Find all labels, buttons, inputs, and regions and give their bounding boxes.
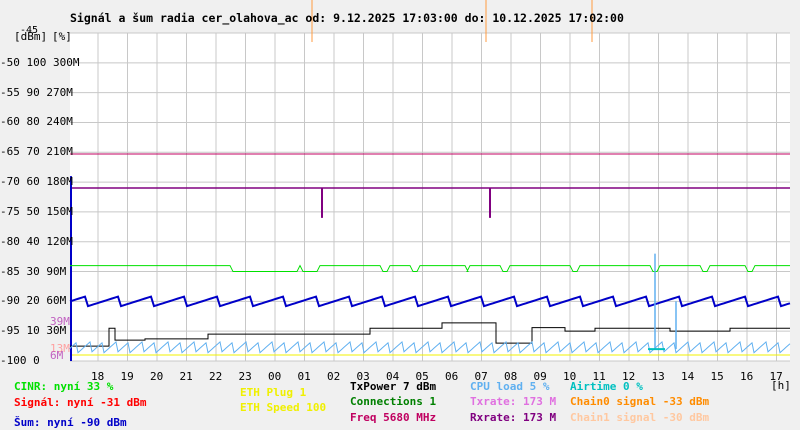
axis-hour-unit: [h] — [771, 379, 791, 392]
x-tick-label: 12 — [622, 370, 636, 383]
y-tick-pct: 50 — [19, 204, 40, 218]
series-txpower — [70, 322, 790, 347]
x-tick-label: 23 — [238, 370, 252, 383]
x-tick-label: 17 — [769, 370, 783, 383]
y-tick-rate: 240M — [39, 115, 73, 129]
axis-dbm-unit: [dBm] — [14, 30, 48, 43]
y-tick-rate: 60M — [39, 294, 67, 308]
plot-area — [70, 33, 790, 361]
legend-noise: Šum: nyní -90 dBm — [14, 416, 127, 429]
x-tick-label: 08 — [504, 370, 518, 383]
legend-txpower: TxPower 7 dBm — [350, 380, 437, 393]
y-tick-dbm: -60 — [0, 115, 20, 129]
y-tick-pct: 30 — [19, 264, 40, 278]
legend-freq: Freq 5680 MHz — [350, 411, 437, 424]
y-tick-rate: 120M — [39, 234, 73, 248]
axis-pct-unit: [%] — [52, 30, 72, 43]
legend-rxrate: Rxrate: 173 M — [470, 411, 557, 424]
legend-chain1: Chain1 signal -30 dBm — [570, 411, 710, 424]
x-tick-label: 14 — [681, 370, 695, 383]
y-tick-dbm: -65 — [0, 145, 20, 159]
legend-chain0: Chain0 signal -33 dBm — [570, 395, 710, 408]
x-tick-label: 04 — [386, 370, 400, 383]
legend-airtime: Airtime 0 % — [570, 380, 643, 393]
y-tick-rate: 300M — [46, 55, 80, 69]
y-tick-dbm: -85 — [0, 264, 20, 278]
legend-cpu: CPU load 5 % — [470, 380, 550, 393]
y-tick-row: -80 40 120M — [0, 234, 73, 248]
y-tick-row: -95 10 30M — [0, 325, 66, 337]
x-tick-label: 00 — [268, 370, 282, 383]
x-tick-label: 15 — [710, 370, 724, 383]
y-tick-dbm: -95 — [0, 324, 20, 338]
chart-title: Signál a šum radia cer_olahova_ac od: 9.… — [70, 11, 624, 25]
legend-eth-speed: ETH Speed 100 — [240, 401, 327, 414]
y-tick-rate: 270M — [39, 85, 73, 99]
y-tick-row: -60 80 240M — [0, 116, 73, 128]
y-tick-dbm: -55 — [0, 85, 20, 99]
legend-cinr: CINR: nyní 33 % — [14, 380, 114, 393]
y-tick-row: -65 70 210M — [0, 146, 73, 158]
x-tick-label: 03 — [356, 370, 370, 383]
x-tick-label: 11 — [592, 370, 606, 383]
x-tick-label: 21 — [179, 370, 193, 383]
x-tick-label: 13 — [651, 370, 665, 383]
y-tick-rate: 150M — [39, 204, 73, 218]
y-tick-row: -85 30 90M — [0, 264, 67, 278]
y-tick-pct: 80 — [19, 115, 40, 129]
y-tick-pct: 40 — [19, 234, 40, 248]
y-tick-pct: 60 — [19, 175, 40, 189]
series-cpu — [69, 340, 791, 354]
y-tick-pct: 10 — [19, 324, 40, 338]
y-tick-row: -50 100 300M — [0, 55, 80, 69]
x-tick-label: 06 — [445, 370, 459, 383]
y-tick-pct: 20 — [19, 294, 40, 308]
x-tick-label: 16 — [740, 370, 754, 383]
x-tick-label: 22 — [209, 370, 223, 383]
legend-txrate: Txrate: 173 M — [470, 395, 557, 408]
y-tick-dbm: -90 — [0, 294, 20, 308]
legend-connections: Connections 1 — [350, 395, 437, 408]
legend-eth-plug: ETH Plug 1 — [240, 386, 307, 399]
axis-top-label: -45 — [20, 25, 39, 36]
y-tick-pct: 0 — [26, 354, 40, 367]
y-tick-dbm: -80 — [0, 234, 20, 248]
x-tick-label: 09 — [533, 370, 547, 383]
x-tick-label: 05 — [415, 370, 429, 383]
y-tick-dbm: -100 — [0, 354, 27, 367]
y-tick-rate: 30M — [39, 324, 67, 338]
x-tick-label: 20 — [150, 370, 164, 383]
x-tick-label: 07 — [474, 370, 488, 383]
x-tick-label: 01 — [297, 370, 311, 383]
y-rate-extra-label: 39M — [50, 315, 70, 328]
y-tick-dbm: -75 — [0, 204, 20, 218]
y-tick-row: -75 50 150M — [0, 204, 73, 218]
legend-signal: Signál: nyní -31 dBm — [14, 396, 147, 409]
x-tick-label: 02 — [327, 370, 341, 383]
y-rate-extra-label: 13M — [50, 342, 70, 355]
y-tick-rate: 90M — [39, 264, 67, 278]
series-cinr — [70, 264, 790, 273]
y-tick-dbm: -70 — [0, 175, 20, 189]
y-tick-pct: 100 — [19, 55, 47, 69]
y-tick-pct: 90 — [19, 85, 40, 99]
x-tick-label: 19 — [120, 370, 134, 383]
y-tick-rate: 180M — [39, 175, 73, 189]
y-tick-row: -55 90 270M — [0, 85, 73, 99]
y-rate-extra-label: 6M — [50, 349, 64, 362]
y-tick-dbm: -50 — [0, 55, 20, 69]
y-tick-rate: 210M — [39, 145, 73, 159]
series-noise — [69, 295, 791, 308]
y-tick-row: -100 0 — [0, 355, 46, 367]
y-tick-row: -70 60 180M — [0, 176, 73, 188]
x-tick-label: 18 — [91, 370, 105, 383]
y-tick-pct: 70 — [19, 145, 40, 159]
y-tick-rate — [40, 354, 47, 367]
x-tick-label: 10 — [563, 370, 577, 383]
y-tick-row: -90 20 60M — [0, 295, 66, 307]
